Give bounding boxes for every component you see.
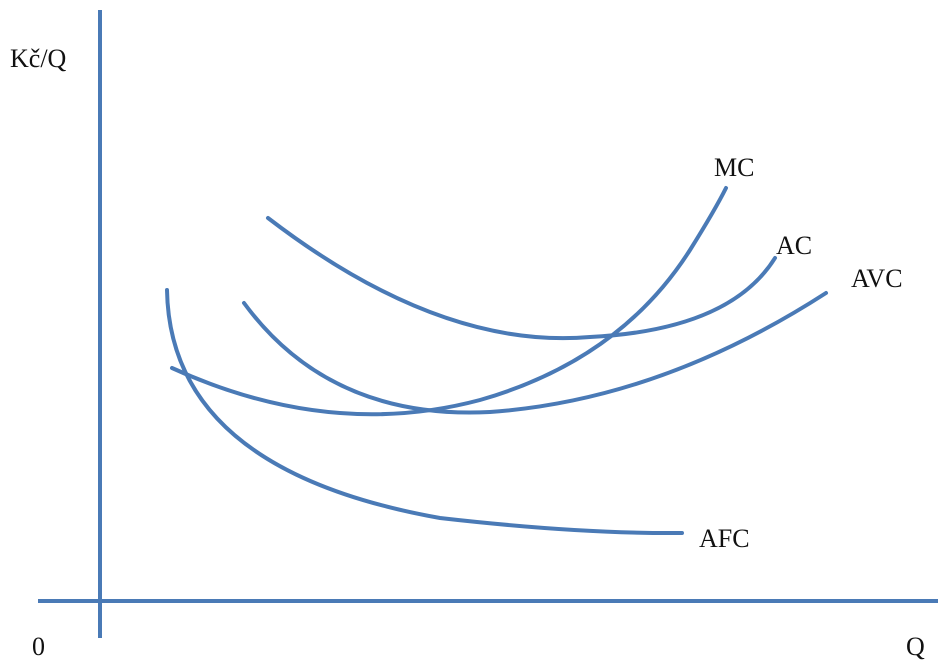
ac-curve: [266, 216, 777, 341]
afc-curve: [165, 288, 684, 536]
x-axis-label: Q: [906, 632, 925, 661]
avc-curve-label: AVC: [851, 264, 903, 293]
mc-curve-label: MC: [714, 153, 755, 182]
afc-curve-label: AFC: [699, 524, 750, 553]
avc-curve: [242, 291, 828, 415]
origin-label: 0: [32, 632, 45, 661]
ac-curve-label: AC: [776, 231, 813, 260]
mc-curve: [170, 186, 728, 417]
y-axis-label: Kč/Q: [10, 44, 67, 73]
